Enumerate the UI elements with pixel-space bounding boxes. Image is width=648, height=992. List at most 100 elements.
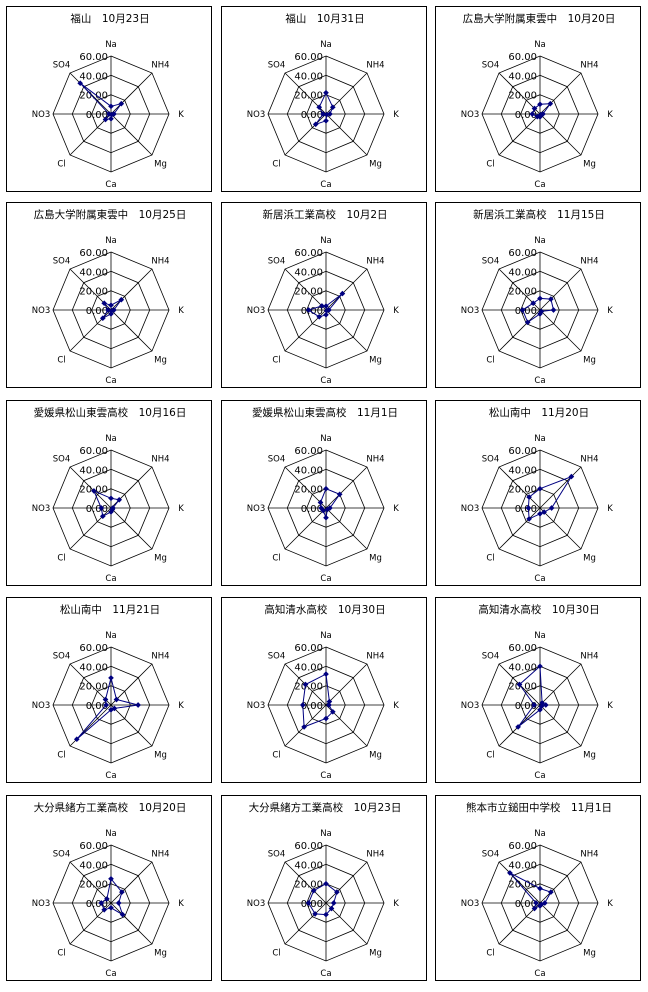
tick-label: 60.00 [79,643,108,654]
tick-label: 0.00 [86,899,108,910]
grid-spoke [325,861,368,904]
data-point [329,104,336,111]
chart-title: 松山南中 11月20日 [489,406,589,419]
tick-label: 60.00 [508,52,537,63]
tick-label: 60.00 [79,841,108,852]
axis-label: Mg [369,160,382,170]
data-point [318,505,325,511]
axis-label: NO3 [247,899,265,909]
tick-label: 40.00 [294,465,323,476]
axis-label: NO3 [32,110,50,120]
radar-chart: 高知清水高校 10月30日 0.00 20.00 40.00 60.00 Na NH4 K Mg… [461,603,613,781]
data-point [99,315,106,322]
grid-spoke [110,268,153,311]
data-point [533,900,539,906]
tick-label: 60.00 [508,643,537,654]
data-point [537,311,543,317]
grid-spoke [325,113,368,156]
grid-spoke [284,113,327,156]
grid-spoke [539,309,582,352]
data-point [108,103,114,110]
axis-label: Ca [105,376,116,386]
tick-label: 60.00 [508,248,537,259]
axis-label: Na [534,434,546,444]
axis-label: NO3 [32,504,50,514]
data-point [537,885,543,892]
tick-label: 20.00 [79,880,108,891]
tick-label: 40.00 [508,71,537,82]
tick-label: 40.00 [294,71,323,82]
tick-label: 40.00 [79,465,108,476]
data-point [108,904,114,911]
axis-label: Ca [320,180,331,190]
axis-label: K [178,110,184,120]
axis-label: SO4 [53,257,71,267]
tick-label: 60.00 [294,52,323,63]
tick-label: 20.00 [294,485,323,496]
radar-chart-panel: 大分県緒方工業高校 10月23日 0.00 20.00 40.00 60.00 Na NH4… [221,795,427,981]
axis-label: Ca [534,574,545,584]
chart-title: 愛媛県松山東雲高校 10月16日 [34,406,187,419]
tick-label: 60.00 [508,841,537,852]
axis-label: NH4 [366,257,384,267]
axis-label: Mg [154,751,167,761]
tick-label: 40.00 [79,71,108,82]
data-point [299,702,306,708]
radar-chart: 松山南中 11月21日 0.00 20.00 40.00 60.00 Na NH4 K Mg Ca… [32,603,184,781]
data-point [317,499,324,506]
radar-chart-panel: 高知清水高校 10月30日 0.00 20.00 40.00 60.00 Na NH4 K Mg… [221,597,427,783]
axis-label: SO4 [268,61,286,71]
axis-label: Ca [105,180,116,190]
radar-chart: 高知清水高校 10月30日 0.00 20.00 40.00 60.00 Na NH4 K Mg… [247,603,399,781]
data-point [101,300,108,307]
tick-label: 60.00 [79,248,108,259]
axis-label: Ca [105,771,116,781]
axis-label: NO3 [461,110,479,120]
tick-label: 60.00 [508,446,537,457]
grid-spoke [325,663,368,706]
axis-label: Ca [105,574,116,584]
data-point [323,89,329,96]
axis-label: NH4 [151,850,169,860]
tick-label: 0.00 [301,504,323,515]
axis-label: Mg [369,751,382,761]
data-point [328,905,335,912]
axis-label: NO3 [247,504,265,514]
grid-spoke [284,861,327,904]
tick-label: 20.00 [294,287,323,298]
tick-label: 20.00 [79,682,108,693]
chart-title: 広島大学附属東雲中 10月20日 [463,12,616,25]
chart-title: 愛媛県松山東雲高校 11月1日 [252,406,398,419]
axis-label: Ca [105,969,116,979]
data-point [312,121,319,128]
radar-chart: 広島大学附属東雲中 10月20日 0.00 20.00 40.00 60.00 Na NH4… [461,12,616,190]
axis-label: Mg [583,949,596,959]
radar-chart: 福山 10月31日 0.00 20.00 40.00 60.00 Na NH4 K Mg Ca Cl… [247,12,399,190]
tick-label: 0.00 [86,701,108,712]
data-point [108,115,114,122]
tick-label: 0.00 [301,899,323,910]
axis-label: SO4 [53,850,71,860]
data-point [316,313,323,320]
radar-chart: 広島大学附属東雲中 10月25日 0.00 20.00 40.00 60.00 Na NH4… [32,208,187,386]
grid-spoke [110,902,153,945]
tick-label: 0.00 [515,306,537,317]
axis-label: Cl [486,949,494,959]
axis-label: NH4 [366,455,384,465]
radar-chart: 熊本市立鎚田中学校 11月1日 0.00 20.00 40.00 60.00 Na NH4 K… [461,801,613,979]
axis-label: Ca [320,771,331,781]
data-point [108,675,114,681]
data-point [115,900,122,906]
tick-label: 40.00 [294,662,323,673]
grid-spoke [284,902,327,945]
data-point [537,706,543,713]
chart-title: 松山南中 11月21日 [60,603,160,616]
chart-title: 大分県緒方工業高校 10月23日 [249,801,402,814]
grid-spoke [284,507,327,550]
axis-label: NH4 [366,61,384,71]
axis-label: SO4 [53,652,71,662]
data-point [316,104,323,111]
tick-label: 60.00 [294,841,323,852]
axis-label: Ca [320,969,331,979]
data-point [548,505,555,511]
